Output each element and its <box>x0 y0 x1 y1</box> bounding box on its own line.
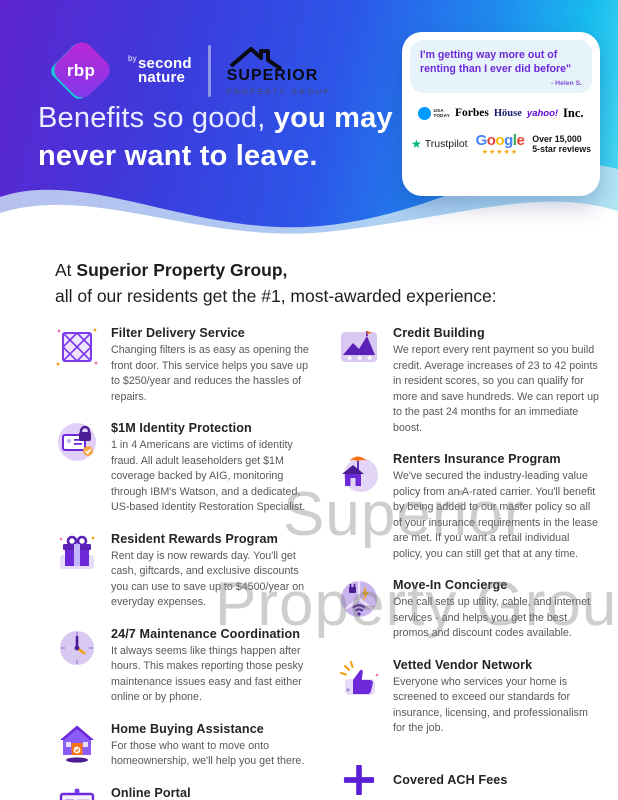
brand-row: rbp by second nature SUPERIOR PROPERTY G… <box>47 37 331 103</box>
second-nature-line2: nature <box>138 69 186 86</box>
house-roof-icon <box>229 47 282 70</box>
quote-attribution: - Helen S. <box>551 79 582 87</box>
google-letter: e <box>516 131 525 149</box>
intro-company-bold: Superior Property Group <box>76 260 283 280</box>
trustpilot-logo: ★ Trustpilot <box>411 137 468 151</box>
intro-comma: , <box>282 260 288 280</box>
benefit-description: We report every rent payment so you buil… <box>393 344 599 434</box>
benefit-item-vetted-vendors: Vetted Vendor Network Everyone who servi… <box>337 657 599 737</box>
brand-separator <box>207 45 211 97</box>
usa-today-circle-icon <box>418 106 432 120</box>
wave-decoration <box>0 162 618 249</box>
plus-icon <box>337 763 381 797</box>
air-filter-icon <box>55 325 99 369</box>
benefit-description: Rent day is now rewards day. You'll get … <box>111 549 305 609</box>
quote-box: I'm getting way more out of renting than… <box>410 40 592 93</box>
review-count-line1: Over 15,000 <box>532 133 582 144</box>
usa-today-logo: USA TODAY <box>418 106 451 120</box>
superior-property-group-logo: SUPERIOR PROPERTY GROUP <box>227 46 331 96</box>
trustpilot-star-icon: ★ <box>411 137 422 152</box>
benefit-item-filter-delivery: Filter Delivery Service Changing filters… <box>55 325 313 405</box>
umbrella-house-icon <box>337 451 381 495</box>
benefit-item-credit-building: ★ ★ ★ Credit Building We report every re… <box>337 325 599 436</box>
benefit-title: $1M Identity Protection <box>111 421 252 436</box>
inc-logo: Inc. <box>563 105 584 120</box>
google-letter: l <box>512 131 517 149</box>
utilities-circle-icon <box>337 577 381 621</box>
headline: Benefits so good, you may never want to … <box>38 100 393 175</box>
google-logo: Google ★★★★★ <box>476 133 525 156</box>
benefit-description: We've secured the industry-leading value… <box>393 470 598 560</box>
intro-prefix: At <box>55 260 77 280</box>
usa-today-line1: USA <box>433 107 444 113</box>
benefit-title: Credit Building <box>393 326 485 340</box>
google-letter: o <box>486 131 496 149</box>
thumbs-up-icon <box>337 657 381 701</box>
house-beautiful-logo: Höuse <box>493 107 522 119</box>
benefit-description: One call sets up utility, cable, and int… <box>393 596 591 640</box>
svg-text:★: ★ <box>356 354 363 363</box>
headline-bold-2: never want to leave. <box>38 139 318 172</box>
svg-text:★: ★ <box>346 354 353 363</box>
benefit-title: Resident Rewards Program <box>111 531 278 546</box>
benefit-item-maintenance: 24/7 Maintenance Coordination It always … <box>55 626 313 706</box>
credit-stars-icon: ★ ★ ★ <box>337 325 381 369</box>
benefit-item-renters-insurance: Renters Insurance Program We've secured … <box>337 451 599 562</box>
benefit-item-online-portal: Online Portal Access your documents and … <box>55 785 313 800</box>
reviews-row: ★ Trustpilot Google ★★★★★ Over 15,000 5-… <box>410 133 592 156</box>
yahoo-logo: yahoo! <box>526 107 559 119</box>
benefit-description: Changing filters is as easy as opening t… <box>111 344 309 403</box>
benefit-title: Filter Delivery Service <box>111 326 245 340</box>
benefits-left-column: Filter Delivery Service Changing filters… <box>55 325 313 800</box>
company-subtitle: PROPERTY GROUP <box>226 87 331 96</box>
google-letter: G <box>475 131 488 149</box>
benefit-description: Everyone who services your home is scree… <box>393 675 588 735</box>
review-count: Over 15,000 5-star reviews <box>532 134 591 154</box>
gift-icon <box>55 531 99 575</box>
benefit-item-covered-ach-fees: Covered ACH Fees <box>337 763 599 797</box>
media-logos-row: USA TODAY Forbes Höuse yahoo! Inc. <box>410 106 592 121</box>
benefit-description: It always seems like things happen after… <box>111 644 304 704</box>
google-stars-icon: ★★★★★ <box>481 148 519 156</box>
rbp-logo-label: rbp <box>66 61 96 80</box>
second-nature-by-label: by <box>128 53 137 63</box>
headline-regular: Benefits so good, <box>38 102 274 134</box>
identity-card-lock-icon <box>55 420 99 464</box>
forbes-logo: Forbes <box>455 107 489 120</box>
benefit-title: 24/7 Maintenance Coordination <box>111 626 301 641</box>
benefit-item-identity-protection: $1M Identity Protection 1 in 4 Americans… <box>55 420 313 516</box>
house-person-icon <box>55 721 99 765</box>
svg-text:★: ★ <box>366 354 373 363</box>
benefit-title: Renters Insurance Program <box>393 452 561 467</box>
benefit-title: Move-In Concierge <box>393 578 508 593</box>
testimonial-card: I'm getting way more out of renting than… <box>402 32 600 196</box>
benefits-right-column: ★ ★ ★ Credit Building We report every re… <box>337 325 599 800</box>
clock-icon <box>55 626 99 670</box>
headline-bold-1: you may <box>273 102 393 134</box>
second-nature-logo: by second nature <box>128 53 192 86</box>
benefit-title: Vetted Vendor Network <box>393 657 533 672</box>
benefit-item-move-in-concierge: Move-In Concierge One call sets up utili… <box>337 577 599 642</box>
intro-heading: At Superior Property Group, all of our r… <box>55 257 497 310</box>
benefit-description: 1 in 4 Americans are victims of identity… <box>111 439 306 514</box>
trustpilot-label: Trustpilot <box>424 138 468 151</box>
usa-today-line2: TODAY <box>433 112 451 118</box>
review-count-line2: 5-star reviews <box>532 144 591 155</box>
benefit-item-resident-rewards: Resident Rewards Program Rent day is now… <box>55 531 313 611</box>
benefit-title: Home Buying Assistance <box>111 721 264 736</box>
company-name: SUPERIOR <box>226 67 319 84</box>
intro-line2: all of our residents get the #1, most-aw… <box>55 286 497 307</box>
quote-line-2: renting than I ever did before" <box>420 63 572 76</box>
benefit-description: For those who want to move onto homeowne… <box>111 739 305 768</box>
google-letter: g <box>504 131 513 149</box>
rbp-logo: rbp <box>47 37 115 103</box>
google-letter: o <box>495 131 505 149</box>
benefit-title: Covered ACH Fees <box>393 773 508 788</box>
benefit-item-home-buying: Home Buying Assistance For those who wan… <box>55 721 313 770</box>
benefit-title: Online Portal <box>111 785 191 800</box>
monitor-icon <box>55 785 99 800</box>
second-nature-line1: second <box>138 54 192 72</box>
quote-line-1: I'm getting way more out of <box>420 49 558 61</box>
